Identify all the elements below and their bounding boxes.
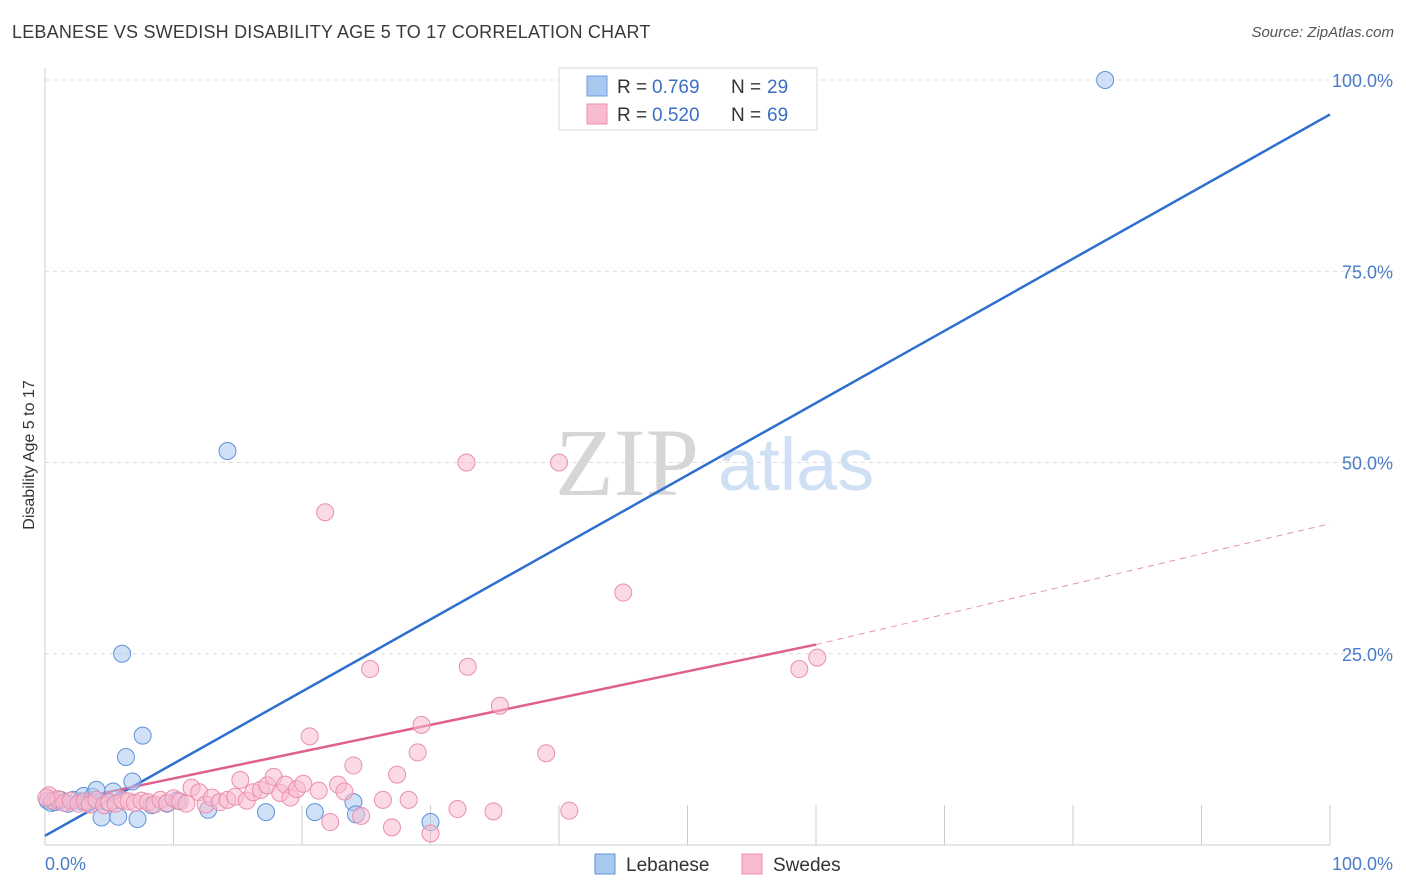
tick-labels: 100.0% 75.0% 50.0% 25.0% 0.0% 100.0%: [45, 71, 1393, 874]
chart-source: Source: ZipAtlas.com: [1251, 24, 1394, 41]
swedes-point: [373, 790, 392, 809]
grid-lines: [45, 79, 1395, 655]
swedes-point: [421, 824, 440, 843]
watermark: ZIP atlas: [555, 409, 874, 516]
swedes-point: [388, 765, 407, 784]
swedes-point: [790, 660, 809, 679]
y-tick-label: 100.0%: [1332, 71, 1393, 91]
y-tick-label: 50.0%: [1342, 454, 1393, 474]
swedes-point: [484, 802, 503, 821]
swedes-point: [294, 774, 313, 793]
swedes-point: [231, 770, 250, 789]
swedes-point: [550, 453, 568, 472]
lebanese-point: [133, 726, 152, 745]
swedes-point: [490, 696, 509, 715]
bottom-legend: Lebanese Swedes: [594, 853, 841, 876]
watermark-atlas: atlas: [718, 423, 874, 506]
legend-n-value: 29: [767, 77, 788, 98]
swedes-point: [808, 648, 827, 667]
legend-swatch: [586, 75, 608, 97]
legend-r-label: R =: [617, 77, 647, 98]
swedes-point: [412, 715, 431, 734]
swedes-point: [458, 657, 477, 676]
y-tick-label: 75.0%: [1342, 262, 1393, 282]
lebanese-point: [305, 803, 324, 822]
swedes-point: [335, 782, 354, 801]
trend-lines: [44, 113, 1331, 837]
swedes-trend-extension: [815, 523, 1331, 646]
swedes-point: [300, 727, 319, 746]
legend-box: R = 0.769 N = 29 R = 0.520 N = 69: [558, 67, 818, 131]
lebanese-point: [1096, 71, 1115, 89]
lebanese-point: [116, 748, 135, 767]
legend-r-value: 0.769: [652, 77, 700, 98]
swedes-point: [399, 790, 418, 809]
swedes-point: [614, 583, 633, 602]
legend-n-label: N =: [731, 77, 761, 98]
swedes-point: [309, 781, 328, 800]
x-tick-label: 100.0%: [1332, 854, 1393, 874]
watermark-zip: ZIP: [555, 409, 699, 516]
bottom-legend-label: Swedes: [773, 855, 841, 876]
swedes-point: [448, 800, 467, 819]
lebanese-point: [128, 809, 147, 828]
swedes-point: [344, 756, 363, 775]
swedes-point: [537, 744, 556, 763]
legend-n-value: 69: [767, 105, 788, 126]
swedes-point: [457, 453, 476, 472]
legend-r-label: R =: [617, 105, 647, 126]
legend-n-label: N =: [731, 105, 761, 126]
x-tick-label: 0.0%: [45, 854, 86, 874]
bottom-legend-label: Lebanese: [626, 855, 709, 876]
bottom-legend-swatch: [741, 853, 763, 875]
lebanese-point: [257, 803, 276, 822]
swedes-point: [352, 806, 371, 825]
data-points: [37, 71, 1115, 843]
lebanese-point: [123, 772, 142, 791]
legend-r-value: 0.520: [652, 105, 700, 126]
swedes-point: [37, 788, 56, 807]
swedes-point: [177, 794, 196, 813]
y-tick-label: 25.0%: [1342, 645, 1393, 665]
lebanese-point: [113, 644, 132, 663]
swedes-point: [316, 503, 335, 522]
y-axis-label: Disability Age 5 to 17: [21, 380, 38, 530]
chart-title: LEBANESE VS SWEDISH DISABILITY AGE 5 TO …: [12, 22, 651, 42]
lebanese-point: [218, 442, 237, 461]
swedes-point: [408, 743, 427, 762]
legend-swatch: [586, 103, 608, 125]
lebanese-trend-line: [44, 113, 1331, 837]
swedes-point: [560, 801, 579, 820]
swedes-point: [361, 660, 380, 679]
bottom-legend-swatch: [594, 853, 616, 875]
swedes-point: [382, 818, 401, 837]
swedes-point: [321, 813, 340, 832]
